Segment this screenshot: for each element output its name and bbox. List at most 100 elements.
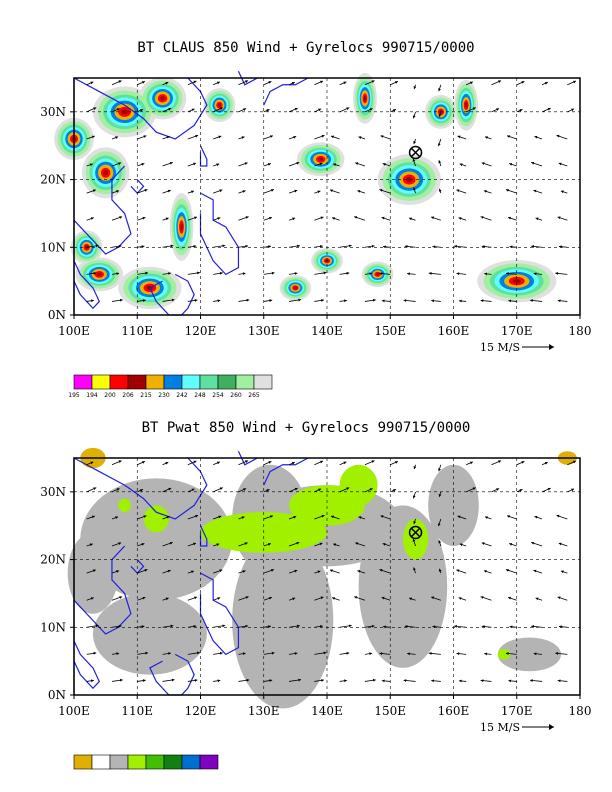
wind-arrowhead: [321, 678, 324, 682]
wind-arrowhead: [142, 216, 146, 220]
wind-arrowhead: [458, 597, 462, 600]
wind-arrowhead: [141, 81, 145, 84]
wind-arrowhead: [508, 679, 512, 683]
wind-arrowhead: [217, 217, 221, 220]
gyre-location-marker: [408, 145, 423, 160]
wind-arrowhead: [191, 570, 194, 574]
gyre-cross: [411, 527, 421, 538]
wind-arrowhead: [193, 542, 197, 546]
gyre-circle: [408, 145, 423, 160]
wind-arrowhead: [481, 245, 485, 249]
wind-arrowhead: [169, 161, 173, 165]
wind-arrowhead: [269, 679, 273, 683]
coastline: [263, 77, 309, 106]
wind-arrowhead: [558, 625, 562, 629]
wind-arrowhead: [458, 679, 462, 683]
wind-arrowhead: [118, 162, 122, 166]
shaded-area: [318, 157, 323, 161]
top-map-panel: 100E 110E 120E 130E 140E 150E 160E 170E 180 0N 10N…: [40, 70, 592, 399]
reference-vector-label: 15 M/S: [480, 341, 520, 354]
wind-arrowhead: [320, 216, 324, 220]
shaded-area: [143, 505, 169, 533]
wind-arrowhead: [116, 570, 120, 573]
wind-arrowhead: [354, 216, 358, 219]
lon-tick-label: 100E: [58, 704, 90, 718]
wind-arrowhead: [319, 162, 323, 166]
wind-arrowhead: [413, 187, 416, 191]
lon-tick-label: 180: [569, 324, 592, 338]
coastline: [73, 260, 101, 310]
coastline: [73, 165, 132, 255]
coastline: [73, 77, 208, 140]
wind-arrowhead: [271, 271, 275, 275]
wind-arrowhead: [372, 678, 376, 682]
wind-arrowhead: [95, 244, 99, 248]
wind-arrowhead: [243, 108, 247, 111]
wind-arrowhead: [320, 460, 323, 464]
wind-arrowhead: [271, 651, 275, 655]
shaded-area: [232, 532, 334, 709]
wind-arrowhead: [505, 568, 509, 572]
wind-arrowhead: [294, 189, 298, 193]
wind-arrowhead: [413, 521, 417, 524]
wind-arrowhead: [168, 487, 172, 491]
wind-arrowhead: [333, 163, 337, 167]
wind-arrowhead: [321, 514, 325, 518]
wind-arrowhead: [323, 271, 327, 275]
wind-arrowhead: [219, 487, 223, 491]
wind-arrowhead: [379, 568, 383, 572]
wind-arrowhead: [140, 489, 144, 492]
wind-arrowhead: [413, 86, 417, 90]
wind-arrowhead: [296, 541, 300, 545]
wind-arrowhead: [318, 488, 322, 492]
wind-arrowhead: [484, 272, 488, 276]
wind-arrowhead: [498, 80, 502, 83]
wind-arrowhead: [119, 298, 123, 302]
wind-arrowhead: [268, 81, 272, 84]
wind-arrowhead: [534, 135, 538, 139]
wind-arrowhead: [344, 299, 347, 303]
wind-arrowhead: [348, 244, 352, 248]
colorbar-label: 254: [212, 392, 224, 399]
wind-arrowhead: [519, 489, 523, 492]
wind-arrowhead: [348, 624, 352, 628]
wind-arrowhead: [193, 162, 197, 166]
wind-arrowhead: [438, 88, 441, 92]
lat-tick-label: 20N: [40, 553, 66, 567]
wind-arrowhead: [194, 216, 198, 220]
wind-arrowhead: [119, 678, 123, 682]
wind-arrowhead: [143, 515, 147, 518]
wind-arrowhead: [533, 652, 537, 656]
wind-arrowhead: [169, 541, 173, 545]
wind-arrowhead: [555, 652, 559, 655]
shaded-area: [428, 464, 479, 547]
colorbar-swatch: [127, 754, 147, 770]
wind-arrowhead: [294, 569, 298, 573]
wind-arrowhead: [409, 217, 413, 221]
wind-arrowhead: [171, 298, 175, 302]
wind-arrowhead: [381, 596, 385, 600]
wind-arrowhead: [165, 81, 169, 85]
wind-arrowhead: [413, 141, 417, 144]
wind-arrowhead: [318, 108, 322, 112]
wind-arrowhead: [438, 568, 442, 572]
wind-arrowhead: [291, 461, 295, 465]
wind-arrowhead: [242, 272, 246, 276]
wind-arrowhead: [369, 108, 373, 111]
wind-arrowhead: [381, 216, 385, 220]
wind-arrowhead: [321, 298, 324, 302]
wind-arrowhead: [242, 652, 246, 656]
wind-arrowhead: [267, 163, 271, 166]
wind-arrowhead: [454, 624, 457, 628]
lon-tick-label: 120E: [185, 704, 217, 718]
wind-arrowhead: [244, 542, 248, 546]
wind-arrowhead: [145, 651, 149, 655]
shaded-area: [339, 464, 378, 506]
wind-arrowhead: [116, 190, 120, 193]
wind-arrowhead: [382, 162, 386, 166]
wind-arrowhead: [145, 271, 149, 275]
coastline: [237, 450, 258, 466]
lon-tick-label: 140E: [311, 324, 343, 338]
wind-arrowhead: [292, 597, 296, 601]
wind-arrowhead: [508, 299, 512, 303]
